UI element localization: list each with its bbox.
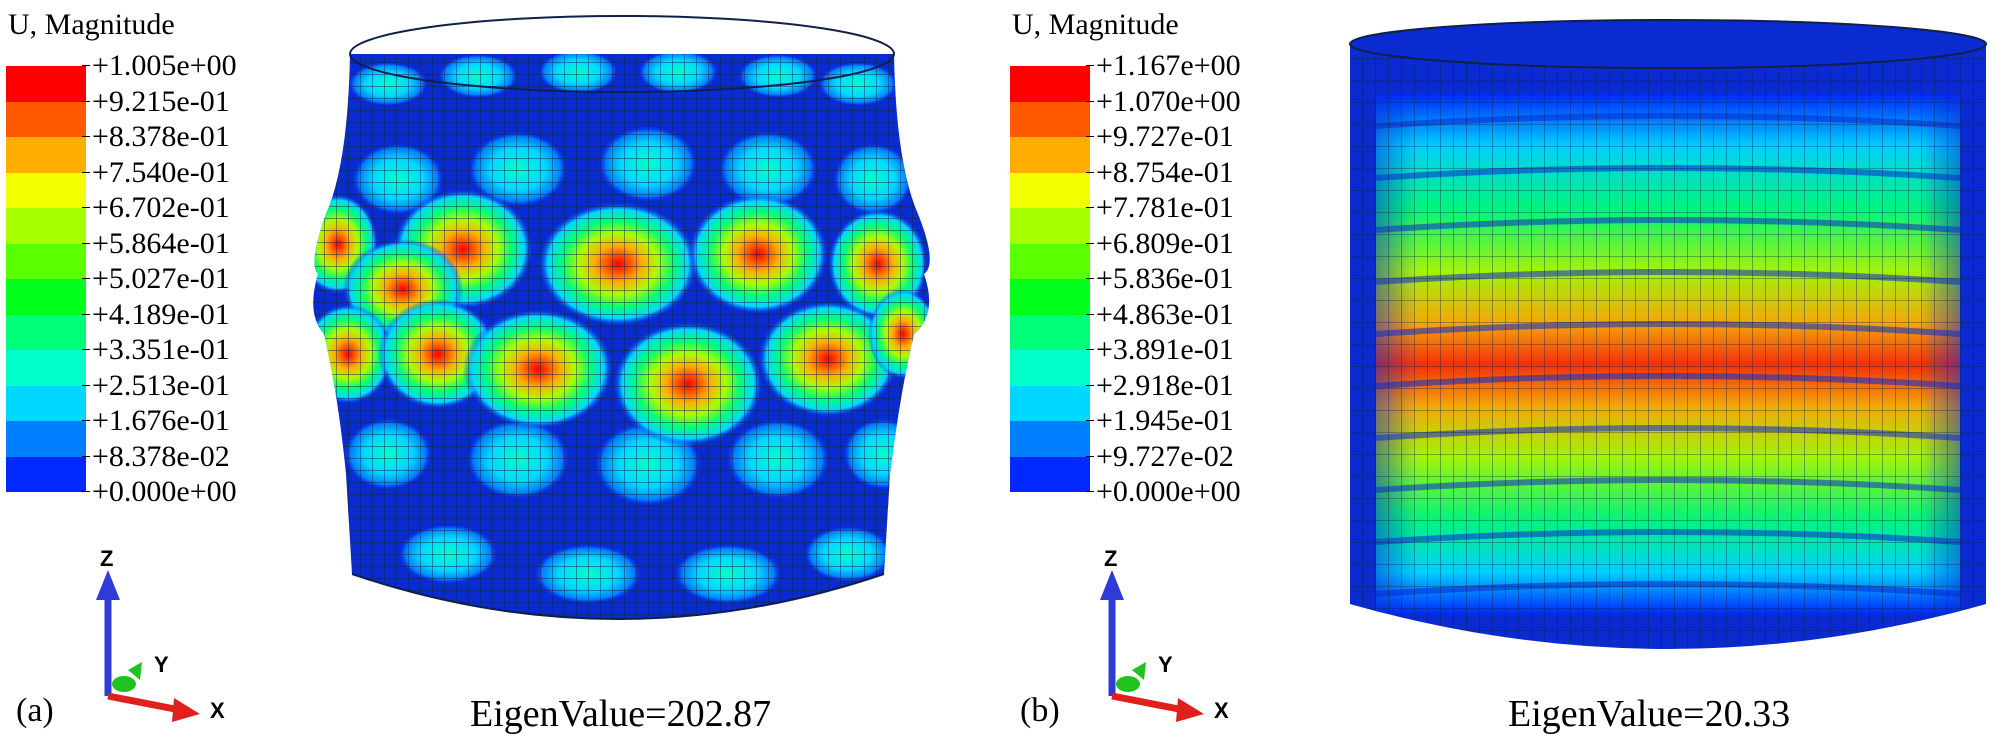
legend-cell <box>1010 385 1090 421</box>
legend-cell <box>6 137 86 173</box>
legend-value: +9.727e-01 <box>1086 119 1241 155</box>
axis-triad: Z Y X <box>96 548 225 723</box>
legend-value: +0.000e+00 <box>82 475 237 508</box>
legend-value: +3.351e-01 <box>82 332 237 368</box>
legend-cell <box>6 208 86 244</box>
legend-cell <box>6 385 86 421</box>
legend-value: +8.378e-02 <box>82 439 237 475</box>
legend-value: +1.945e-01 <box>1086 403 1241 439</box>
panel-a: U, Magnitude +1.005e+00 +9.215e-01 +8.37… <box>6 8 930 735</box>
legend-labels: +1.005e+00 +9.215e-01 +8.378e-01 +7.540e… <box>82 48 237 510</box>
legend-cell <box>1010 421 1090 457</box>
z-arrowhead-icon <box>96 570 120 600</box>
legend-cell <box>1010 137 1090 173</box>
legend-cell <box>1010 101 1090 137</box>
z-arrowhead-icon <box>1100 570 1124 600</box>
legend-value: +7.781e-01 <box>1086 190 1241 226</box>
legend-value: +9.215e-01 <box>82 84 237 120</box>
color-legend-bar <box>6 66 86 492</box>
legend-cell <box>1010 456 1090 492</box>
legend-cell <box>6 314 86 350</box>
legend-value: +1.070e+00 <box>1086 84 1241 118</box>
x-axis-label: X <box>210 698 225 723</box>
x-axis-label: X <box>1214 698 1229 723</box>
legend-title: U, Magnitude <box>8 8 175 41</box>
legend-labels: +1.167e+00 +1.070e+00 +9.727e-01 +8.754e… <box>1086 48 1241 510</box>
legend-cell <box>6 243 86 279</box>
x-axis-arrow <box>1111 692 1185 714</box>
legend-cell <box>1010 243 1090 279</box>
axis-triad: Z Y X <box>1100 548 1229 723</box>
legend-cell <box>1010 66 1090 102</box>
legend-cell <box>6 279 86 315</box>
legend-value: +7.540e-01 <box>82 155 237 191</box>
legend-value: +8.754e-01 <box>1086 155 1241 191</box>
legend-value: +8.378e-01 <box>82 119 237 155</box>
y-arrowhead-icon <box>1132 662 1146 680</box>
panel-b: U, Magnitude +1.167e+00 +1.070e+00 +9.72… <box>1004 0 2008 754</box>
legend-value: +1.005e+00 <box>82 49 237 82</box>
y-axis-label: Y <box>1158 652 1173 677</box>
legend-value: +3.891e-01 <box>1086 332 1241 368</box>
y-arrowhead-icon <box>128 662 142 680</box>
legend-cell <box>6 101 86 137</box>
legend-value: +5.864e-01 <box>82 226 237 262</box>
panel-label: (a) <box>16 692 54 729</box>
legend-value: +5.836e-01 <box>1086 261 1241 297</box>
y-axis-label: Y <box>154 652 169 677</box>
legend-value: +1.676e-01 <box>82 403 237 439</box>
eigenvalue-label: EigenValue=20.33 <box>1508 693 1791 735</box>
legend-value: +4.189e-01 <box>82 297 237 333</box>
legend-value: +4.863e-01 <box>1086 297 1241 333</box>
legend-cell <box>1010 172 1090 208</box>
legend-value: +5.027e-01 <box>82 261 237 297</box>
y-axis-arrow <box>1116 676 1140 692</box>
x-arrowhead-icon <box>1176 698 1204 722</box>
eigenvalue-label: EigenValue=202.87 <box>470 693 772 735</box>
legend-cell <box>1010 208 1090 244</box>
legend-value: +1.167e+00 <box>1086 49 1241 82</box>
x-axis-arrow <box>107 692 181 714</box>
z-axis-label: Z <box>100 548 113 571</box>
legend-value: +0.000e+00 <box>1086 475 1241 508</box>
buckling-shell-model-a <box>313 15 930 620</box>
color-legend-bar <box>1010 66 1090 492</box>
legend-cell <box>6 456 86 492</box>
legend-value: +6.702e-01 <box>82 190 237 226</box>
legend-title: U, Magnitude <box>1012 8 1179 41</box>
legend-cell <box>6 350 86 386</box>
buckling-shell-model-b <box>1349 19 1987 649</box>
legend-value: +2.513e-01 <box>82 368 237 404</box>
legend-cell <box>1010 314 1090 350</box>
panel-label: (b) <box>1020 692 1060 729</box>
y-axis-arrow <box>112 676 136 692</box>
legend-value: +2.918e-01 <box>1086 368 1241 404</box>
legend-value: +9.727e-02 <box>1086 439 1241 475</box>
legend-cell <box>1010 279 1090 315</box>
legend-value: +6.809e-01 <box>1086 226 1241 262</box>
x-arrowhead-icon <box>172 698 200 722</box>
z-axis-label: Z <box>1104 548 1117 571</box>
legend-cell <box>6 421 86 457</box>
legend-cell <box>6 172 86 208</box>
legend-cell <box>6 66 86 102</box>
legend-cell <box>1010 350 1090 386</box>
